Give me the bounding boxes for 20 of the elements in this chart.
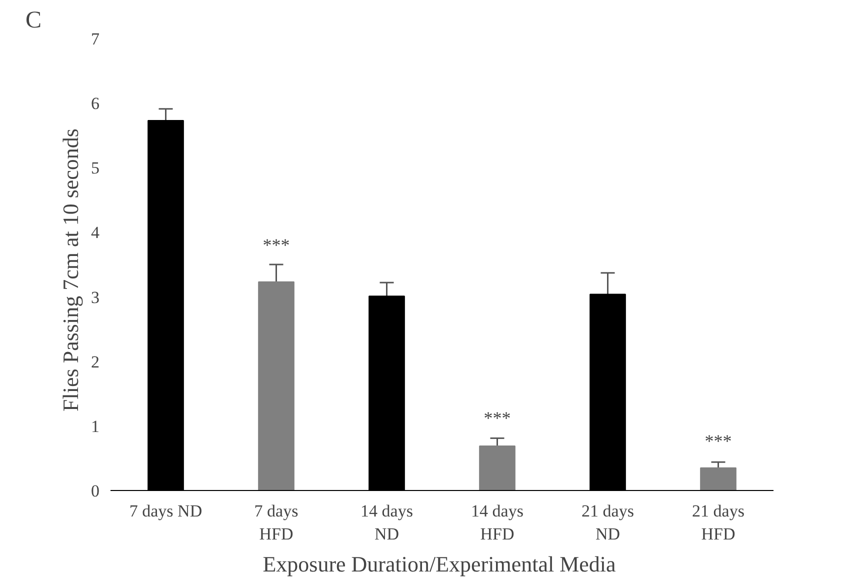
text: C (26, 8, 42, 34)
y-tick-label: 4 (91, 223, 100, 242)
x-tick-label: 14 days HFD (471, 502, 524, 544)
y-tick-label: 7 (91, 30, 100, 48)
x-tick-label: 21 days HFD (692, 502, 744, 544)
y-tick-label: 6 (91, 94, 100, 114)
x-tick-label: 7 days ND (129, 502, 202, 520)
x-axis-title: Exposure Duration/Experimental Media (262, 551, 616, 576)
y-tick-label: 1 (91, 416, 100, 436)
x-tick-label: 21 days ND (582, 502, 634, 544)
y-tick-label: 5 (91, 158, 100, 178)
y-tick-label: 2 (91, 352, 100, 372)
y-axis-title: Flies Passing 7cm at 10 seconds (58, 128, 83, 412)
annotation: *** (484, 408, 511, 428)
y-tick-label: 3 (91, 288, 100, 307)
x-tick-label: 14 days ND (360, 502, 413, 544)
annotation: *** (262, 234, 290, 255)
x-tick-label: 7 days HFD (254, 502, 298, 544)
y-tick-label: 0 (91, 482, 100, 500)
annotation: *** (704, 430, 732, 451)
